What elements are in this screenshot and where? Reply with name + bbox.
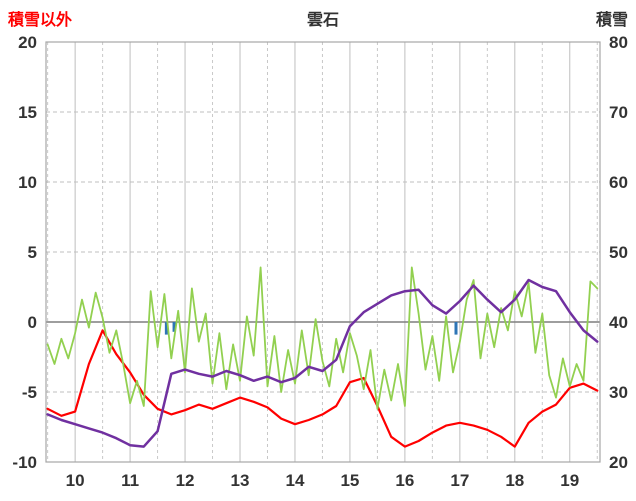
chart-title: 雲石: [306, 12, 339, 29]
right-axis-tick-label: 80: [609, 33, 628, 52]
plot-border: [45, 41, 601, 463]
x-axis-tick-label: 15: [340, 471, 359, 490]
x-axis-tick-label: 14: [286, 471, 305, 490]
right-axis-tick-label: 20: [609, 453, 628, 472]
right-axis-tick-label: 60: [609, 173, 628, 192]
left-axis-tick-label: -10: [12, 453, 37, 472]
x-axis-tick-label: 13: [231, 471, 250, 490]
x-axis-tick-label: 18: [505, 471, 524, 490]
left-axis-tick-label: -5: [22, 383, 37, 402]
left-axis-tick-label: 10: [18, 173, 37, 192]
left-axis-title: 積雪以外: [8, 12, 73, 29]
purple-line: [46, 278, 599, 448]
right-axis-tick-label: 40: [609, 313, 628, 332]
right-axis-title: 積雪: [595, 12, 628, 29]
x-axis-tick-label: 16: [395, 471, 414, 490]
left-axis-tick-label: 5: [28, 243, 37, 262]
green-line: [46, 266, 599, 410]
left-axis-tick-label: 0: [28, 313, 37, 332]
x-axis-tick-label: 19: [560, 471, 579, 490]
right-axis-tick-label: 30: [609, 383, 628, 402]
right-axis-tick-label: 50: [609, 243, 628, 262]
x-axis-tick-label: 17: [450, 471, 469, 490]
right-axis-tick-label: 70: [609, 103, 628, 122]
x-axis-tick-label: 11: [121, 471, 139, 490]
left-axis-tick-label: 20: [18, 33, 37, 52]
x-axis-tick-label: 10: [66, 471, 85, 490]
left-axis-tick-label: 15: [18, 103, 37, 122]
x-axis-tick-label: 12: [176, 471, 195, 490]
